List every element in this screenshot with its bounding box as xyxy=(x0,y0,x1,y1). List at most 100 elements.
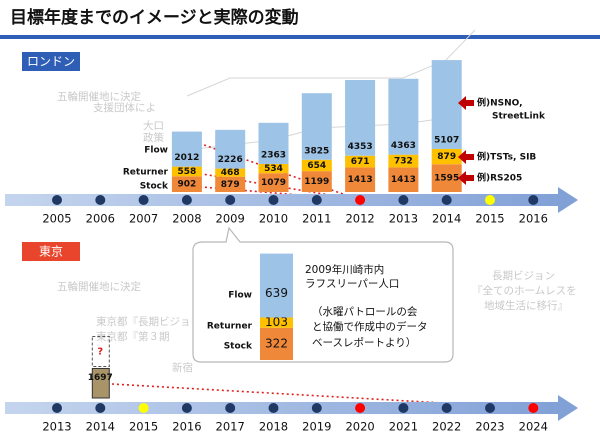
segment-label: 1697 xyxy=(88,373,113,383)
segment-label: 322 xyxy=(265,336,288,350)
caption: と協働で作成中のデータ xyxy=(312,320,428,333)
background-note: 地域生活に移行』 xyxy=(484,299,568,312)
series-name: Flow xyxy=(228,291,252,301)
milestone xyxy=(181,195,192,205)
year-label: 2023 xyxy=(475,420,504,434)
segment-label: 879 xyxy=(221,180,240,190)
segment-label: 2363 xyxy=(261,150,286,160)
series-name: Returner xyxy=(207,322,253,332)
bar-segment xyxy=(215,168,246,177)
bar-segment xyxy=(388,78,419,155)
segment-label: 902 xyxy=(178,180,197,190)
segment-label: 2012 xyxy=(174,153,199,163)
bar-segment xyxy=(388,154,419,168)
series-name: Returner xyxy=(123,168,169,178)
segment-label: 534 xyxy=(264,164,283,174)
segment-label: 671 xyxy=(351,157,370,167)
year-label: 2016 xyxy=(172,420,201,434)
year-label: 2007 xyxy=(129,212,158,226)
region-label: ロンドン xyxy=(27,55,75,69)
milestone xyxy=(311,403,322,413)
segment-label: 558 xyxy=(178,167,197,177)
caption: （水曜パトロールの会 xyxy=(312,305,418,318)
segment-label: 732 xyxy=(394,157,413,167)
annotation: 例)TSTs, SIB xyxy=(477,151,536,163)
year-label: 2016 xyxy=(519,212,548,226)
segment-label: 103 xyxy=(265,315,288,329)
year-label: 2021 xyxy=(389,420,418,434)
segment-label: 639 xyxy=(265,286,288,300)
bar-segment xyxy=(345,167,376,192)
year-label: 2015 xyxy=(475,212,504,226)
background-note: 東京都『第３期 xyxy=(96,330,170,343)
bar-segment xyxy=(345,155,376,168)
unknown-box xyxy=(91,335,110,367)
bar-segment xyxy=(171,131,202,167)
region-tag xyxy=(22,242,80,261)
annotation: 例)RS205 xyxy=(477,172,522,184)
segment-label: 1413 xyxy=(391,175,416,185)
annotation: 例)NSNO, xyxy=(477,97,523,109)
segment-label: 2226 xyxy=(218,155,243,165)
year-label: 2018 xyxy=(259,420,288,434)
year-label: 2013 xyxy=(42,420,71,434)
year-label: 2010 xyxy=(259,212,288,226)
bar-segment xyxy=(215,129,246,169)
annotation-arrow xyxy=(458,96,474,110)
bar-segment xyxy=(345,79,376,156)
series-name: Flow xyxy=(144,146,168,156)
background-note: 長期ビジョン xyxy=(492,270,555,282)
year-label: 2020 xyxy=(345,420,374,434)
segment-label: 468 xyxy=(221,168,240,178)
milestone xyxy=(398,195,409,205)
annotation: StreetLink xyxy=(492,112,546,122)
year-label: 2024 xyxy=(519,420,548,434)
background-note: 支援団体によ xyxy=(93,101,156,114)
background-note: 新宿 xyxy=(172,361,193,374)
milestone xyxy=(52,403,62,413)
bar-segment xyxy=(258,173,289,192)
milestone xyxy=(225,403,236,413)
bar-segment xyxy=(301,171,332,192)
timeline-arrow xyxy=(5,395,578,421)
caption: ラフスリーパー人口 xyxy=(305,278,399,290)
milestone xyxy=(138,403,149,413)
title: 目標年度までのイメージと実際の変動 xyxy=(10,7,299,28)
segment-label: 654 xyxy=(307,161,326,171)
region-tag xyxy=(22,52,80,71)
year-label: 2011 xyxy=(302,212,331,226)
annotation-arrow xyxy=(458,150,474,164)
segment-label: 879 xyxy=(437,152,456,162)
bar-segment xyxy=(301,93,332,160)
milestone xyxy=(181,403,192,413)
bar-segment xyxy=(431,148,462,165)
segment-label: 1079 xyxy=(261,178,286,188)
milestone xyxy=(95,403,106,413)
segment-label: 1595 xyxy=(434,174,459,184)
year-label: 2014 xyxy=(86,420,115,434)
year-label: 2014 xyxy=(432,212,461,226)
segment-label: 5107 xyxy=(434,135,459,145)
segment-label: 1413 xyxy=(348,175,373,185)
year-label: 2012 xyxy=(345,212,374,226)
region-label: 東京 xyxy=(39,245,63,259)
unknown-label: ? xyxy=(97,346,103,357)
background-note: 五輪開催地に決定 xyxy=(57,90,141,103)
year-label: 2015 xyxy=(129,420,158,434)
segment-label: 1199 xyxy=(304,177,329,187)
caption: 2009年川崎市内 xyxy=(305,263,384,276)
milestone xyxy=(355,195,366,205)
milestone xyxy=(311,195,322,205)
milestone xyxy=(485,403,495,413)
callout-box xyxy=(192,226,454,363)
title-rule xyxy=(0,35,600,39)
segment-label: 4363 xyxy=(391,141,416,151)
milestone xyxy=(138,195,149,205)
series-name: Stock xyxy=(140,182,169,192)
milestone xyxy=(225,195,236,205)
year-label: 2006 xyxy=(86,212,115,226)
bar-segment xyxy=(215,176,246,192)
year-label: 2013 xyxy=(389,212,418,226)
